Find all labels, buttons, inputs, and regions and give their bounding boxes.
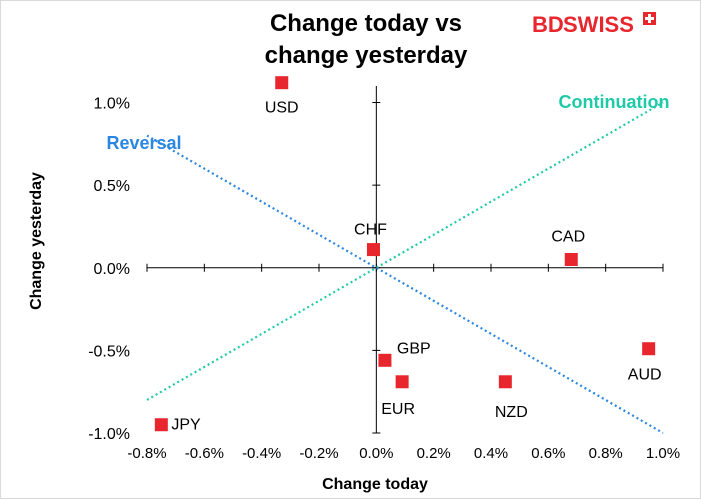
brand-logo-bd: BD bbox=[532, 12, 564, 37]
x-tick-label: 0.4% bbox=[474, 445, 508, 462]
y-tick-label: -0.5% bbox=[88, 343, 130, 360]
x-tick-label: 1.0% bbox=[646, 445, 680, 462]
x-tick-label: -0.4% bbox=[242, 445, 281, 462]
point-jpy bbox=[154, 418, 168, 432]
point-label-usd: USD bbox=[265, 100, 299, 117]
point-label-gbp: GBP bbox=[397, 340, 431, 357]
brand-logo-swiss: SWISS bbox=[563, 12, 634, 37]
reference-lines: Continuation Reversal bbox=[106, 92, 670, 434]
x-tick-label: 0.2% bbox=[417, 445, 451, 462]
y-axis-title: Change yesterday bbox=[28, 172, 45, 310]
point-eur bbox=[395, 375, 409, 389]
tick-labels: -0.8% -0.6% -0.4% -0.2% 0.0% 0.2% 0.4% 0.6% 0.8%… bbox=[88, 96, 680, 462]
x-axis-title: Change today bbox=[322, 476, 428, 493]
y-tick-label: 0.0% bbox=[94, 261, 130, 278]
point-usd bbox=[275, 76, 289, 90]
continuation-label: Continuation bbox=[559, 92, 670, 112]
chart-title-line2: change yesterday bbox=[265, 42, 468, 69]
x-tick-label: -0.8% bbox=[127, 445, 166, 462]
point-cad bbox=[564, 253, 578, 266]
point-label-jpy: JPY bbox=[171, 417, 201, 434]
x-tick-label: 0.0% bbox=[359, 445, 393, 462]
chart-title-line1: Change today vs bbox=[270, 10, 462, 37]
reversal-line bbox=[146, 134, 664, 434]
y-tick-label: 1.0% bbox=[94, 96, 130, 113]
point-label-chf: CHF bbox=[354, 222, 387, 239]
x-tick-label: 0.8% bbox=[589, 445, 623, 462]
y-tick-label: 0.5% bbox=[94, 178, 130, 195]
point-aud bbox=[642, 342, 656, 356]
brand-logo: BD SWISS bbox=[532, 12, 656, 37]
point-label-eur: EUR bbox=[381, 401, 415, 418]
point-label-aud: AUD bbox=[628, 367, 662, 384]
y-tick-label: -1.0% bbox=[88, 426, 130, 443]
x-tick-label: -0.2% bbox=[299, 445, 338, 462]
point-label-nzd: NZD bbox=[495, 404, 528, 421]
swiss-cross-icon bbox=[643, 12, 656, 25]
point-chf bbox=[366, 243, 380, 257]
point-nzd bbox=[498, 375, 512, 389]
x-tick-label: -0.6% bbox=[185, 445, 224, 462]
point-label-cad: CAD bbox=[551, 229, 585, 246]
axes bbox=[146, 86, 664, 434]
continuation-line bbox=[146, 101, 664, 401]
point-gbp bbox=[378, 353, 392, 367]
data-points: USD CHF CAD AUD GBP EUR NZD JPY bbox=[154, 76, 662, 434]
x-tick-label: 0.6% bbox=[531, 445, 565, 462]
reversal-label: Reversal bbox=[106, 133, 181, 153]
